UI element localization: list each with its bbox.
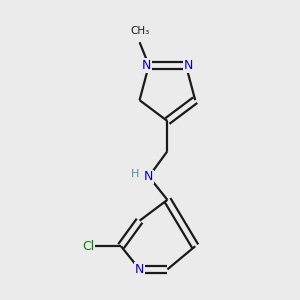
Text: N: N: [135, 263, 144, 276]
Text: N: N: [142, 59, 151, 72]
Text: CH₃: CH₃: [130, 26, 149, 36]
Text: N: N: [184, 59, 193, 72]
Text: N: N: [144, 170, 154, 183]
Text: Cl: Cl: [82, 240, 95, 253]
Text: H: H: [131, 169, 139, 179]
